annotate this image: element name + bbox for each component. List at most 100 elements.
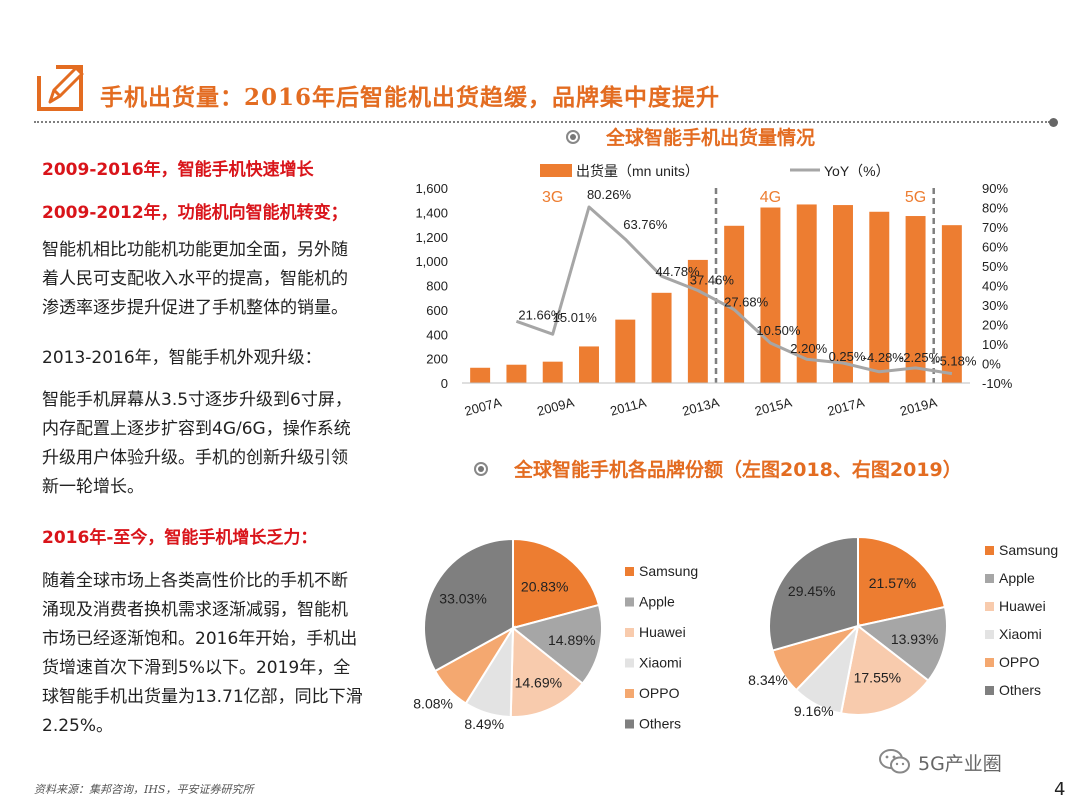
yoy-data-label: 15.01% [553, 310, 598, 325]
legend-label: YoY（%） [824, 163, 890, 179]
legend-swatch [985, 574, 994, 583]
y-left-tick-label: 200 [426, 352, 448, 367]
y-right-tick-label: 60% [982, 240, 1008, 255]
legend-swatch [625, 719, 634, 729]
y-left-tick-label: 1,600 [415, 181, 448, 196]
legend-swatch [625, 658, 634, 668]
yoy-data-label: 44.78% [656, 264, 701, 279]
legend-label: OPPO [999, 654, 1040, 670]
pie-data-label: 17.55% [854, 669, 901, 685]
pie-data-label: 29.45% [788, 583, 835, 599]
bar [506, 364, 527, 383]
y-left-tick-label: 400 [426, 327, 448, 342]
text-line: 新一轮增长。 [42, 477, 144, 497]
pie-slice [423, 537, 514, 673]
shipment-combo-chart: 0 200 400 600 800 1,000 1,200 1,400 1,600 -10% 0% 1… [415, 163, 1013, 419]
yoy-data-label: 37.46% [690, 272, 735, 287]
yoy-data-label: -4.28% [863, 350, 905, 365]
yoy-data-label: 63.76% [623, 217, 668, 232]
text-line: 内存配置上逐步扩容到4G/6G，操作系统 [42, 419, 351, 439]
pie-data-label: 8.34% [748, 672, 788, 688]
y-left-tick-label: 600 [426, 303, 448, 318]
legend-label: OPPO [639, 685, 680, 701]
bar [579, 346, 599, 383]
text-line: 升级用户体验升级。手机的创新升级引领 [42, 448, 348, 468]
yoy-data-label: 80.26% [587, 187, 632, 202]
y-right-tick-label: -10% [982, 376, 1013, 391]
pie-slice [510, 603, 603, 685]
bar [941, 225, 962, 383]
y-right-tick-label: 30% [982, 298, 1008, 313]
x-tick-label: 2017A [826, 394, 867, 418]
heading-2009-2012: 2009-2012年，功能机向智能机转变； [42, 203, 348, 223]
yoy-data-label: 27.68% [724, 295, 769, 310]
y-left-tick-label: 0 [441, 376, 448, 391]
text-line: 智能机相比功能机功能更加全面，另外随 [42, 240, 348, 260]
legend-label: Others [639, 716, 681, 732]
x-tick-label: 2019A [898, 394, 939, 418]
wechat-icon [879, 749, 910, 774]
pie-slice [509, 625, 584, 718]
bar [869, 211, 890, 383]
x-tick-label: 2009A [535, 394, 576, 418]
yoy-data-label: -2.25% [899, 350, 941, 365]
bar [470, 367, 491, 383]
y-right-tick-label: 20% [982, 318, 1008, 333]
y-right-tick-label: 10% [982, 337, 1008, 352]
pie-chart-2018: 20.83% 14.89% 14.69% 8.49% 8.08% 33.03% Samsun… [413, 537, 698, 732]
y-right-tick-label: 90% [982, 181, 1008, 196]
legend-label: Samsung [999, 542, 1058, 558]
target-bullet-icon [474, 461, 488, 476]
bar [687, 259, 708, 383]
text-line: 2.25%。 [42, 716, 114, 736]
yoy-series-line [515, 205, 953, 376]
heading-2016-now: 2016年-至今，智能手机增长乏力： [42, 528, 318, 548]
era-label: 4G [760, 189, 781, 206]
yoy-data-label: 0.25% [829, 349, 866, 364]
paragraph-feature-to-smart: 智能机相比功能机功能更加全面，另外随 着人民可支配收入水平的提高，智能机的 渗透… [42, 236, 387, 323]
paragraph-appearance-upgrade: 智能手机屏幕从3.5寸逐步升级到6寸屏， 内存配置上逐步扩容到4G/6G，操作系… [42, 386, 387, 502]
watermark-text: 5G产业圈 [918, 752, 1002, 775]
paragraph-growth-slowdown: 随着全球市场上各类高性价比的手机不断 涌现及消费者换机需求逐渐减弱，智能机 市场… [42, 567, 387, 741]
pie-data-label: 21.57% [869, 575, 916, 591]
legend-swatch-bar [540, 164, 572, 177]
pie-data-label: 20.83% [521, 579, 568, 595]
pie-data-label: 13.93% [891, 631, 938, 647]
heading-2009-2016: 2009-2016年，智能手机快速增长 [42, 160, 314, 180]
pie-data-label: 8.08% [413, 696, 453, 712]
bar [833, 205, 853, 383]
pie-data-label: 8.49% [464, 716, 504, 732]
legend-swatch [985, 630, 994, 639]
section-title-text: 全球智能手机出货量情况 [606, 127, 816, 149]
edit-pencil-icon [36, 62, 84, 111]
title-divider [34, 121, 1050, 123]
legend-label: Xiaomi [639, 655, 682, 671]
y-left-tick-label: 1,400 [415, 205, 448, 220]
legend-swatch [625, 628, 634, 637]
legend-label: Apple [639, 594, 675, 610]
yoy-data-label: 2.20% [790, 341, 827, 356]
target-bullet-icon [566, 129, 580, 144]
pie-slice [768, 535, 859, 652]
y-left-tick-label: 800 [426, 279, 448, 294]
y-right-tick-label: 40% [982, 279, 1008, 294]
pie-data-label: 9.16% [794, 703, 834, 719]
page-number: 4 [1054, 779, 1066, 800]
bar [615, 319, 636, 383]
text-line: 涌现及消费者换机需求逐渐减弱，智能机 [42, 600, 348, 620]
title-divider-dot [1049, 118, 1058, 127]
pie-chart-2019: 21.57% 13.93% 17.55% 9.16% 8.34% 29.45% Samsun… [748, 535, 1058, 719]
legend-label: Others [999, 682, 1041, 698]
x-tick-label: 2015A [753, 394, 794, 418]
era-label: 3G [542, 189, 563, 206]
pie-slice [855, 605, 948, 682]
legend-swatch [625, 689, 634, 698]
x-tick-label: 2007A [463, 394, 504, 418]
legend-swatch [985, 658, 994, 667]
y-left-tick-label: 1,200 [415, 230, 448, 245]
y-right-tick-label: 0% [982, 357, 1001, 372]
legend-swatch [985, 546, 994, 555]
legend-label: Samsung [639, 563, 698, 579]
paragraph-2013-2016: 2013-2016年，智能手机外观升级： [42, 348, 322, 368]
watermark: 5G产业圈 [878, 748, 1002, 776]
